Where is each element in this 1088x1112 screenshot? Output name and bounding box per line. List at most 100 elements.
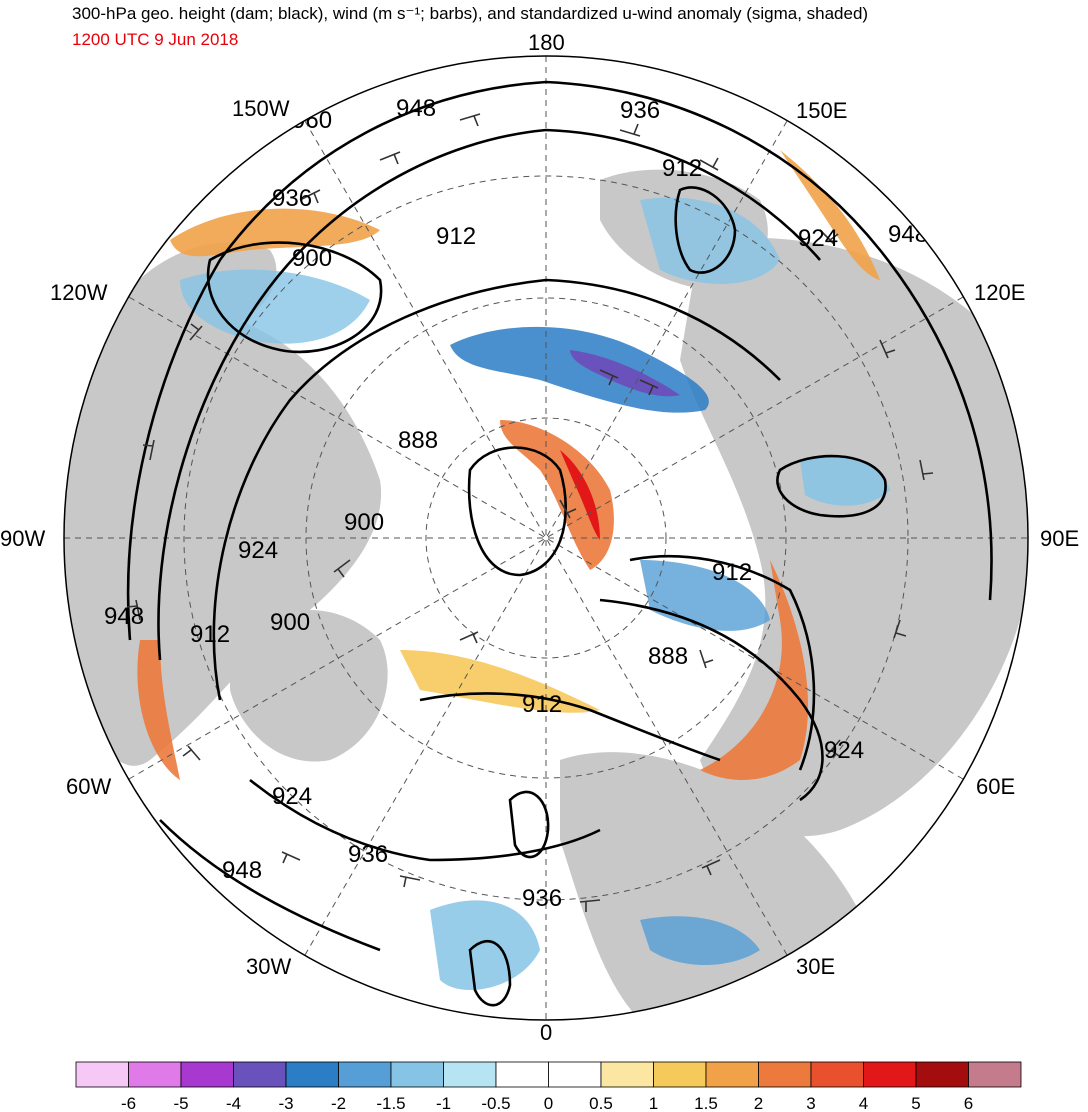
contour-label: 912 [190, 621, 230, 648]
contour-label: 912 [522, 691, 562, 718]
contour-label: 948 [222, 857, 262, 884]
land-eurasia-east [680, 237, 1028, 837]
wind-barb [333, 559, 351, 578]
anomaly-orange-arc-3 [700, 560, 809, 780]
wind-barb [579, 899, 601, 912]
colorbar-swatch [915, 1061, 969, 1088]
contour-label: 924 [238, 537, 278, 564]
wind-barb [459, 631, 479, 644]
colorbar-label: 0.5 [589, 1094, 613, 1112]
colorbar-swatch [968, 1061, 1022, 1088]
lon-label-150w: 150W [232, 96, 290, 121]
latitude-circle-60 [183, 175, 909, 901]
anomaly-shading [137, 150, 890, 990]
contour-924-right [599, 598, 824, 802]
anomaly-orange-arc-4 [137, 640, 180, 780]
graticule [64, 56, 1028, 1020]
longitude-labels: 180 150E 120E 90E 60E 30E 0 30W 60W 90W … [0, 30, 1079, 1045]
lon-label-30e: 30E [796, 954, 835, 979]
anomaly-orange-arc-1 [170, 208, 380, 257]
contour-label: 900 [344, 509, 384, 536]
wind-barb [599, 369, 619, 386]
contour-936 [157, 128, 821, 661]
contour-888-center [467, 446, 567, 577]
wind-barb [379, 151, 401, 165]
contour-label: 924 [798, 225, 838, 252]
contour-912-lower-mid [419, 692, 721, 762]
lon-label-30w: 30W [246, 954, 291, 979]
contour-label: 924 [824, 737, 864, 764]
colorbar-swatch [653, 1061, 707, 1088]
contour-low-south [468, 939, 512, 1007]
colorbar-swatch [338, 1061, 392, 1088]
contour-label: 936 [272, 185, 312, 212]
contour-labels: 960 948 936 936 912 912 900 924 948 888 … [104, 95, 928, 912]
contour-low-east [508, 790, 550, 859]
wind-barb [559, 499, 577, 519]
wind-barb [142, 439, 155, 461]
contour-label: 948 [888, 221, 928, 248]
anomaly-orange-arc-2 [780, 150, 880, 280]
colorbar-label: 4 [859, 1094, 868, 1112]
colorbar-swatch [390, 1061, 444, 1088]
contour-label: 936 [620, 97, 660, 124]
contour-label: 912 [662, 155, 702, 182]
wind-barb [189, 323, 203, 341]
colorbar-swatch [863, 1061, 917, 1088]
lon-label-90e: 90E [1040, 526, 1079, 551]
anomaly-lightblue-6 [800, 456, 890, 506]
colorbar-label: 2 [754, 1094, 763, 1112]
colorbar-swatch [495, 1061, 549, 1088]
land-greenland [230, 610, 388, 762]
colorbar-swatch [233, 1061, 287, 1088]
contour-label: 924 [272, 783, 312, 810]
colorbar-swatch [705, 1061, 759, 1088]
wind-barb [299, 189, 321, 204]
colorbar-label: -4 [226, 1094, 241, 1112]
colorbar-swatch [443, 1061, 497, 1088]
contour-label: 936 [522, 885, 562, 912]
colorbar-label: 6 [964, 1094, 973, 1112]
colorbar-label: -5 [173, 1094, 188, 1112]
wind-barb [619, 123, 641, 137]
lon-label-60w: 60W [66, 774, 111, 799]
anomaly-lightblue-4 [430, 900, 540, 990]
wind-barb [819, 229, 839, 245]
colorbar-label: -6 [121, 1094, 136, 1112]
anomaly-lightblue-5 [640, 916, 760, 965]
colorbar-label: -1.5 [376, 1094, 405, 1112]
colorbar-label: 1 [649, 1094, 658, 1112]
colorbar-label: 3 [806, 1094, 815, 1112]
contour-label: 948 [104, 603, 144, 630]
valid-time: 1200 UTC 9 Jun 2018 [72, 30, 239, 49]
lon-label-0: 0 [540, 1020, 552, 1045]
contour-948-outer [126, 80, 993, 641]
contour-label: 912 [712, 559, 752, 586]
colorbar-swatch [758, 1061, 812, 1088]
map-content: 960 948 936 936 912 912 900 924 948 888 … [64, 56, 1028, 1020]
contour-936-lower [249, 778, 601, 862]
height-contours [126, 80, 993, 1007]
wind-barb [459, 113, 481, 127]
wind-barbs [126, 113, 934, 912]
colorbar-swatch [810, 1061, 864, 1088]
lon-label-120w: 120W [50, 280, 108, 305]
contour-label: 900 [292, 245, 332, 272]
colorbar-swatch [285, 1061, 339, 1088]
lon-label-90w: 90W [0, 526, 45, 551]
contour-924-loop [776, 454, 887, 518]
contour-label: 948 [396, 95, 436, 122]
colorbar: -6 -5 -4 -3 -2 -1.5 -1 -0.5 0 0.5 1 1.5 2 3 4 5 6 [75, 1061, 1022, 1112]
colorbar-swatch [600, 1061, 654, 1088]
lon-label-180: 180 [528, 30, 565, 55]
wind-barb [879, 339, 896, 359]
wind-barb [701, 859, 721, 876]
contour-948-lower [159, 819, 381, 952]
colorbar-label: 1.5 [694, 1094, 718, 1112]
wind-barb [919, 459, 934, 481]
wind-barb [699, 157, 719, 171]
contour-900-loop [206, 241, 383, 354]
lon-label-120e: 120E [974, 280, 1025, 305]
wind-barb [399, 875, 421, 888]
